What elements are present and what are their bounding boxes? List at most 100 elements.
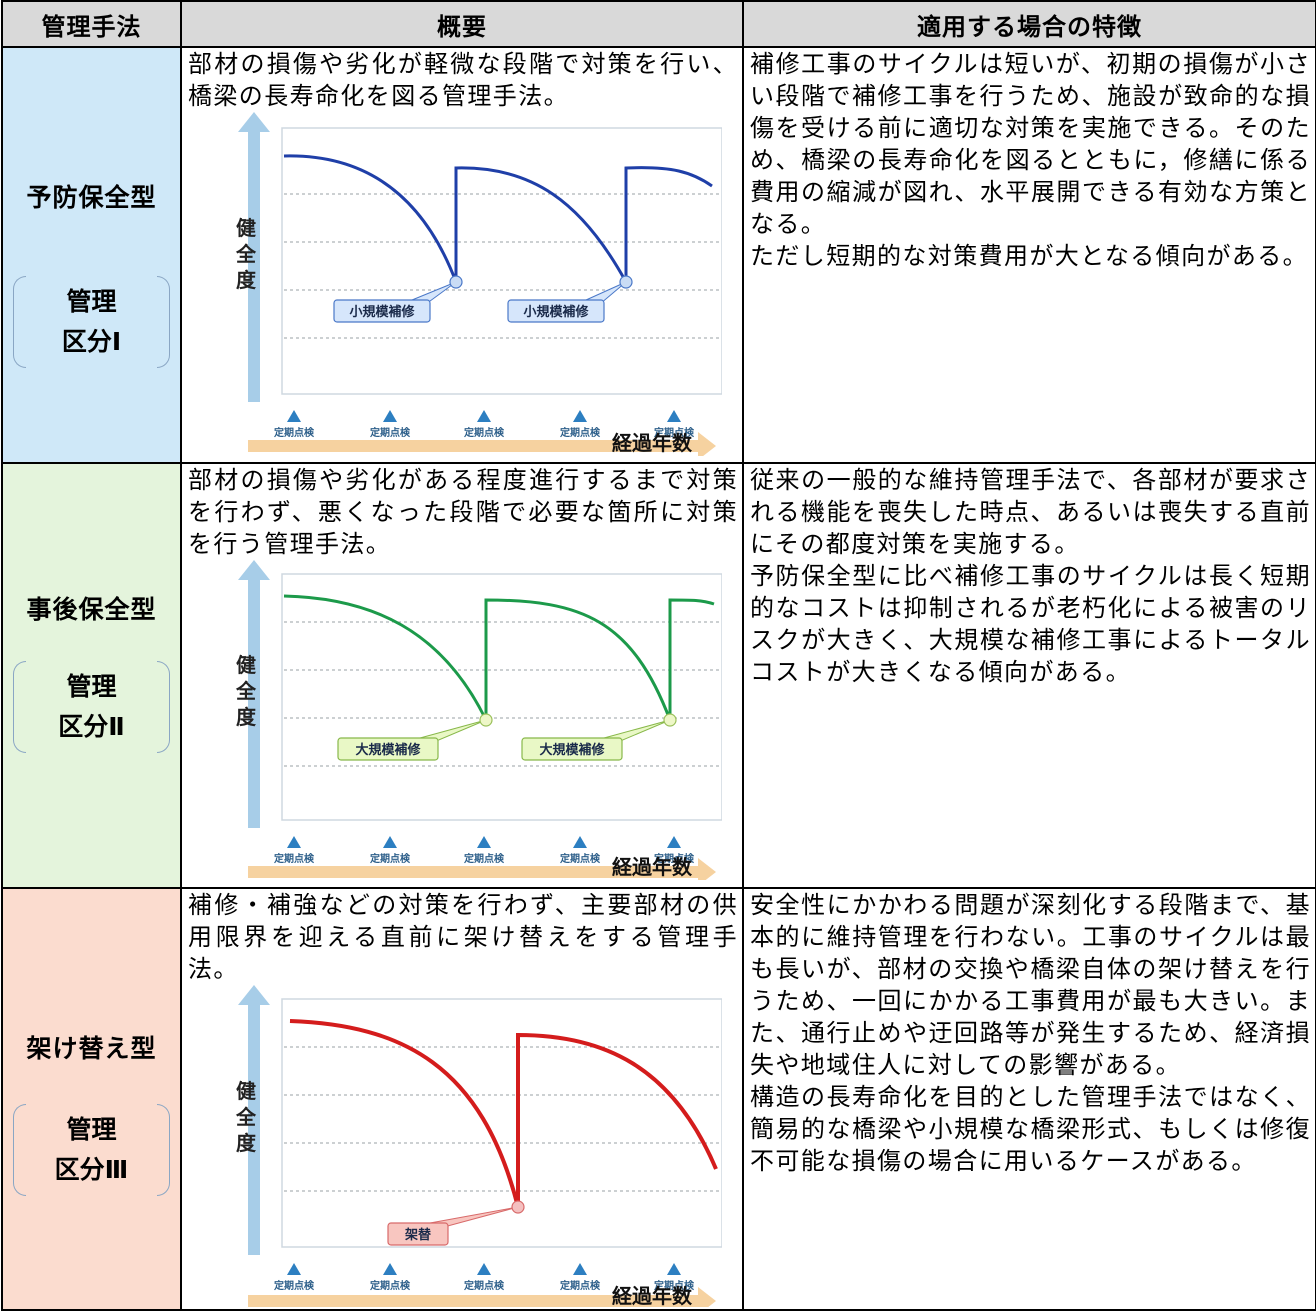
left-bracket	[13, 276, 26, 368]
y-axis-arrow-head	[238, 560, 270, 580]
inspection-marker	[573, 410, 587, 422]
callout-label: 大規模補修	[539, 742, 605, 758]
inspection-label: 定期点検	[464, 426, 505, 439]
inspection-marker	[383, 836, 397, 848]
inspection-label: 定期点検	[560, 1279, 601, 1292]
header-method: 管理手法	[1, 0, 182, 48]
features-text: 予防保全型に比べ補修工事のサイクルは長く短期的なコストは抑制されるが老朽化による…	[750, 562, 1311, 686]
features-text: ただし短期的な対策費用が大となる傾向がある。	[750, 242, 1309, 270]
inspection-label: 定期点検	[464, 852, 505, 865]
x-axis-arrow-head	[698, 858, 716, 880]
y-axis-arrow-shaft	[248, 128, 260, 402]
y-axis-title-char: 度	[236, 705, 257, 729]
x-axis-arrow-shaft	[248, 866, 698, 878]
inspection-marker	[287, 1263, 301, 1275]
class-line1: 管理	[66, 287, 117, 316]
features-text: 補修工事のサイクルは短いが、初期の損傷が小さい段階で補修工事を行うため、施設が致…	[750, 50, 1311, 238]
class-line2: 区分Ⅲ	[54, 1155, 129, 1184]
inspection-marker	[667, 410, 681, 422]
inspection-label: 定期点検	[274, 426, 315, 439]
inspection-label: 定期点検	[654, 426, 695, 439]
repair-point	[511, 1200, 525, 1214]
overview-cell: 部材の損傷や劣化が軽微な段階で対策を行い、橋梁の長寿命化を図る管理手法。 健全度…	[180, 46, 744, 464]
method-name: 事後保全型	[26, 595, 157, 624]
callout-label: 架替	[404, 1227, 432, 1243]
inspection-label: 定期点検	[654, 1279, 695, 1292]
features-text: 従来の一般的な維持管理手法で、各部材が要求される機能を喪失した時点、あるいは喪失…	[750, 466, 1311, 558]
x-axis-arrow-shaft	[248, 440, 698, 452]
inspection-marker	[287, 410, 301, 422]
table-row: 事後保全型 管理 区分Ⅱ 部材の損傷や劣化がある程度進行するまで対策を行わず、悪…	[1, 462, 1316, 889]
overview-text: 部材の損傷や劣化がある程度進行するまで対策を行わず、悪くなった段階で必要な箇所に…	[188, 466, 738, 558]
table-row: 架け替え型 管理 区分Ⅲ 補修・補強などの対策を行わず、主要部材の供用限界を迎え…	[1, 887, 1316, 1311]
class-label: 管理 区分Ⅰ	[13, 276, 170, 368]
method-cell: 事後保全型 管理 区分Ⅱ	[1, 462, 182, 889]
x-axis-arrow-head	[698, 432, 716, 456]
y-axis-title-char: 全	[235, 1105, 257, 1129]
y-axis-title-char: 健	[236, 1079, 256, 1103]
callout-label: 大規模補修	[355, 742, 421, 758]
callout-label: 小規模補修	[523, 304, 589, 320]
chart-frame	[281, 127, 722, 395]
left-bracket	[13, 1104, 26, 1196]
inspection-marker	[383, 1263, 397, 1275]
class-line2: 区分Ⅱ	[58, 712, 125, 741]
y-axis-title-char: 健	[236, 216, 256, 240]
features-text: 構造の長寿命化を目的とした管理手法ではなく、簡易的な橋梁や小規模な橋梁形式、もし…	[750, 1083, 1311, 1175]
x-axis-title: 経過年数	[612, 1284, 693, 1307]
inspection-marker	[573, 1263, 587, 1275]
chart-frame	[281, 573, 722, 821]
callout-box	[387, 1222, 449, 1246]
features-cell: 従来の一般的な維持管理手法で、各部材が要求される機能を喪失した時点、あるいは喪失…	[742, 462, 1316, 889]
repair-point	[449, 275, 463, 289]
method-cell: 予防保全型 管理 区分Ⅰ	[1, 46, 182, 464]
health-curve	[283, 154, 713, 283]
y-axis-title-char: 健	[236, 653, 256, 677]
y-axis-arrow-shaft	[248, 576, 260, 828]
x-axis-title: 経過年数	[612, 855, 693, 879]
health-curve	[283, 594, 715, 721]
repair-point	[663, 713, 677, 727]
inspection-label: 定期点検	[654, 852, 695, 865]
class-line1: 管理	[66, 672, 117, 701]
class-line2: 区分Ⅰ	[61, 327, 122, 356]
inspection-label: 定期点検	[464, 1279, 505, 1292]
inspection-label: 定期点検	[370, 426, 411, 439]
y-axis-title-char: 度	[236, 1131, 257, 1155]
overview-cell: 補修・補強などの対策を行わず、主要部材の供用限界を迎える直前に架け替えをする管理…	[180, 887, 744, 1311]
overview-text: 補修・補強などの対策を行わず、主要部材の供用限界を迎える直前に架け替えをする管理…	[188, 891, 738, 983]
y-axis-title-char: 全	[235, 679, 257, 703]
right-bracket	[157, 1104, 170, 1196]
inspection-label: 定期点検	[560, 852, 601, 865]
callout-box	[521, 737, 623, 761]
inspection-marker	[477, 410, 491, 422]
table-row: 予防保全型 管理 区分Ⅰ 部材の損傷や劣化が軽微な段階で対策を行い、橋梁の長寿命…	[1, 46, 1316, 464]
y-axis-title-char: 度	[236, 268, 257, 292]
x-axis-arrow-head	[698, 1287, 716, 1307]
y-axis-arrow-head	[238, 985, 270, 1005]
y-axis-title-char: 全	[235, 242, 257, 266]
inspection-label: 定期点検	[560, 426, 601, 439]
method-name: 予防保全型	[26, 183, 157, 212]
repair-point	[619, 275, 633, 289]
left-bracket	[13, 661, 26, 753]
callout-box	[507, 299, 605, 323]
inspection-marker	[667, 1263, 681, 1275]
callout-box	[333, 299, 431, 323]
x-axis-arrow-shaft	[248, 1295, 698, 1307]
callout-box	[337, 737, 439, 761]
overview-cell: 部材の損傷や劣化がある程度進行するまで対策を行わず、悪くなった段階で必要な箇所に…	[180, 462, 744, 889]
right-bracket	[157, 661, 170, 753]
y-axis-arrow-head	[238, 112, 270, 132]
features-cell: 補修工事のサイクルは短いが、初期の損傷が小さい段階で補修工事を行うため、施設が致…	[742, 46, 1316, 464]
inspection-label: 定期点検	[370, 1279, 411, 1292]
class-label: 管理 区分Ⅲ	[13, 1104, 170, 1196]
x-axis-title: 経過年数	[612, 431, 693, 455]
repair-point	[479, 713, 493, 727]
inspection-marker	[383, 410, 397, 422]
overview-text: 部材の損傷や劣化が軽微な段階で対策を行い、橋梁の長寿命化を図る管理手法。	[188, 50, 738, 110]
